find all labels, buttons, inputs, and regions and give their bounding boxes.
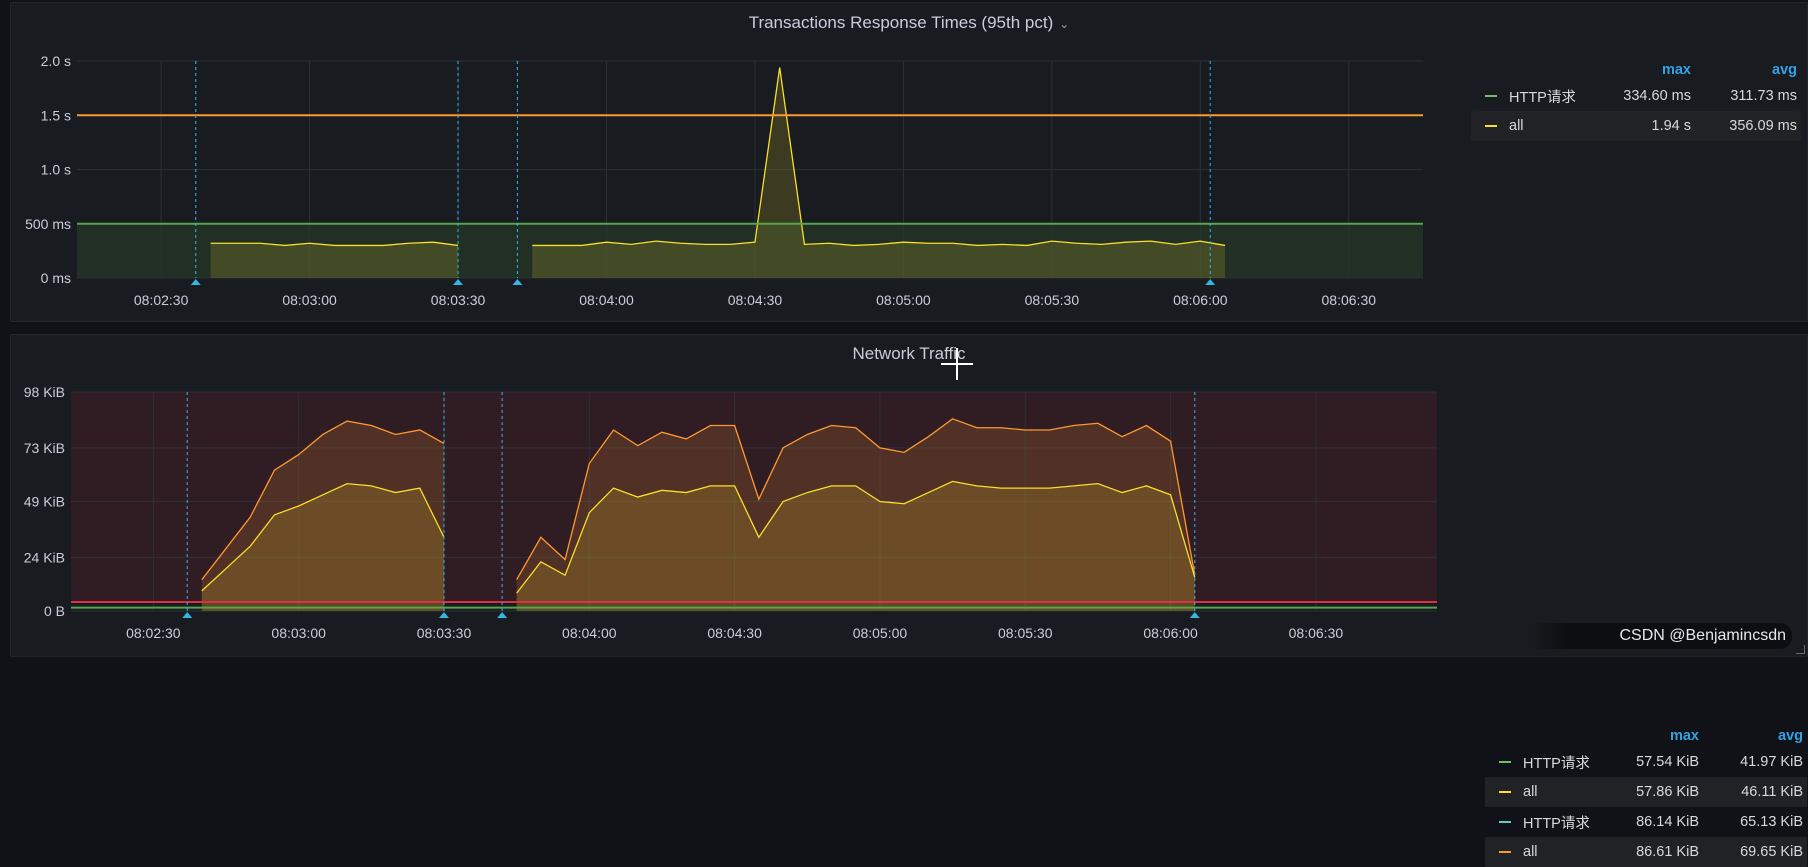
y-tick-label: 2.0 s (41, 53, 71, 69)
x-tick-label: 08:04:00 (562, 625, 617, 641)
x-tick-label: 08:04:00 (579, 292, 634, 308)
y-tick-label: 49 KiB (24, 494, 65, 510)
series-line (210, 241, 459, 247)
legend-item[interactable]: HTTP请求 86.14 KiB 65.13 KiB (1485, 807, 1807, 837)
x-tick-label: 08:06:30 (1322, 292, 1377, 308)
legend-avg-value: 356.09 ms (1729, 118, 1797, 134)
y-tick-label: 1.0 s (41, 162, 71, 178)
series-color-swatch[interactable] (1499, 851, 1511, 853)
legend-item[interactable]: all 1.94 s 356.09 ms (1471, 111, 1801, 141)
panel-title[interactable]: Transactions Response Times (95th pct) ⌄ (11, 13, 1807, 33)
y-tick-label: 1.5 s (41, 107, 71, 123)
annotation-triangle-icon[interactable] (512, 279, 523, 285)
series-area (532, 67, 1226, 278)
watermark: CSDN @Benjamincsdn (1529, 623, 1792, 649)
series-color-swatch[interactable] (1499, 821, 1511, 823)
network-traffic-panel: Network Traffic 0 B 24 KiB 49 KiB 73 KiB 98 … (10, 334, 1808, 867)
annotation-triangle-icon[interactable] (1189, 612, 1200, 618)
legend-col-avg[interactable]: avg (1778, 728, 1803, 744)
series-area (201, 483, 444, 611)
x-tick-label: 08:06:00 (1143, 625, 1198, 641)
legend-col-avg[interactable]: avg (1772, 62, 1797, 78)
x-tick-label: 08:06:00 (1173, 292, 1228, 308)
legend-max-value: 334.60 ms (1623, 88, 1691, 104)
series-line (532, 67, 1226, 247)
series-area (516, 418, 1195, 611)
response-times-panel: Transactions Response Times (95th pct) ⌄ … (10, 2, 1808, 322)
series-line (201, 420, 445, 581)
x-tick-label: 08:05:00 (853, 625, 908, 641)
series-color-swatch[interactable] (1485, 125, 1497, 127)
annotation-triangle-icon[interactable] (497, 612, 508, 618)
annotation-triangle-icon[interactable] (438, 612, 449, 618)
x-tick-label: 08:03:00 (282, 292, 337, 308)
x-tick-label: 08:06:30 (1289, 625, 1344, 641)
legend-avg-value: 311.73 ms (1730, 88, 1797, 104)
network-traffic-chart[interactable]: 0 B 24 KiB 49 KiB 73 KiB 98 KiB 08:02:30 08:03… (11, 335, 1481, 658)
legend-avg-value: 69.65 KiB (1740, 844, 1803, 860)
response-times-legend: max avg HTTP请求 334.60 ms 311.73 ms all 1.94 s 3… (1471, 59, 1801, 141)
y-tick-label: 0 B (44, 603, 65, 619)
series-line (516, 418, 1196, 581)
series-area (210, 242, 459, 278)
y-tick-label: 98 KiB (24, 384, 65, 400)
legend-series-name[interactable]: HTTP请求 (1509, 89, 1576, 106)
legend-header: max avg (1485, 725, 1807, 747)
panel-title[interactable]: Network Traffic (11, 344, 1807, 364)
legend-max-value: 57.54 KiB (1636, 754, 1699, 770)
legend-col-max[interactable]: max (1669, 728, 1699, 744)
series-color-swatch[interactable] (1499, 791, 1511, 793)
legend-series-name[interactable]: all (1523, 844, 1538, 860)
series-color-swatch[interactable] (1499, 761, 1511, 763)
network-traffic-legend: max avg HTTP请求 57.54 KiB 41.97 KiB all 57.86 K… (1485, 725, 1807, 867)
series-area (201, 421, 444, 611)
x-tick-label: 08:05:30 (1025, 292, 1080, 308)
annotation-triangle-icon[interactable] (1205, 279, 1216, 285)
y-tick-label: 73 KiB (24, 440, 65, 456)
legend-series-name[interactable]: HTTP请求 (1523, 755, 1590, 772)
x-tick-label: 08:05:00 (876, 292, 931, 308)
legend-series-name[interactable]: all (1509, 118, 1524, 134)
legend-avg-value: 46.11 KiB (1741, 784, 1803, 800)
crosshair-cursor-icon (941, 348, 973, 380)
y-tick-label: 0 ms (41, 270, 71, 286)
legend-item[interactable]: all 57.86 KiB 46.11 KiB (1485, 777, 1807, 807)
y-tick-label: 500 ms (25, 216, 71, 232)
legend-col-max[interactable]: max (1661, 62, 1691, 78)
legend-max-value: 57.86 KiB (1636, 784, 1699, 800)
threshold-region (77, 223, 1423, 278)
series-color-swatch[interactable] (1485, 95, 1497, 97)
legend-series-name[interactable]: all (1523, 784, 1538, 800)
response-times-chart[interactable]: 0 ms 500 ms 1.0 s 1.5 s 2.0 s 08:02:30 08:03:0… (11, 3, 1471, 323)
x-tick-label: 08:02:30 (126, 625, 181, 641)
legend-avg-value: 65.13 KiB (1740, 814, 1803, 830)
series-area (516, 481, 1195, 611)
legend-avg-value: 41.97 KiB (1740, 754, 1803, 770)
annotation-triangle-icon[interactable] (182, 612, 193, 618)
x-tick-label: 08:03:30 (431, 292, 486, 308)
legend-header: max avg (1471, 59, 1801, 81)
x-tick-label: 08:03:00 (271, 625, 326, 641)
x-tick-label: 08:05:30 (998, 625, 1053, 641)
series-line (516, 480, 1196, 594)
legend-series-name[interactable]: HTTP请求 (1523, 815, 1590, 832)
panel-title-text: Network Traffic (852, 344, 966, 363)
legend-item[interactable]: HTTP请求 334.60 ms 311.73 ms (1471, 81, 1801, 111)
legend-max-value: 86.61 KiB (1636, 844, 1699, 860)
annotation-triangle-icon[interactable] (190, 279, 201, 285)
legend-item[interactable]: HTTP请求 57.54 KiB 41.97 KiB (1485, 747, 1807, 777)
annotation-triangle-icon[interactable] (453, 279, 464, 285)
series-line (201, 482, 445, 592)
x-tick-label: 08:04:30 (728, 292, 783, 308)
legend-item[interactable]: all 86.61 KiB 69.65 KiB (1485, 837, 1807, 867)
chevron-down-icon[interactable]: ⌄ (1059, 17, 1070, 31)
y-tick-label: 24 KiB (24, 549, 65, 565)
legend-max-value: 1.94 s (1651, 118, 1692, 134)
panel-title-text: Transactions Response Times (95th pct) (748, 13, 1054, 32)
x-tick-label: 08:03:30 (417, 625, 472, 641)
resize-handle[interactable] (1796, 645, 1805, 654)
legend-max-value: 86.14 KiB (1636, 814, 1699, 830)
x-tick-label: 08:04:30 (707, 625, 762, 641)
x-tick-label: 08:02:30 (134, 292, 189, 308)
